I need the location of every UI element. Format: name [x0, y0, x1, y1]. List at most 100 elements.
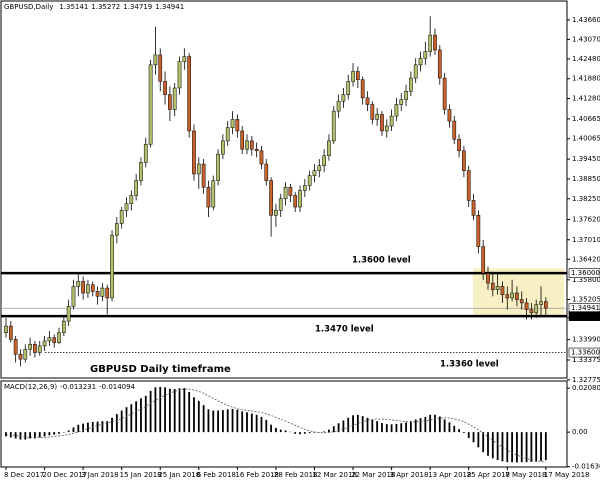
level-label-box	[568, 347, 600, 358]
y-tick-label: 1.36420	[572, 255, 600, 263]
candle	[206, 180, 211, 217]
candle	[293, 192, 298, 212]
x-tick-label: 28 Feb 2018	[274, 471, 318, 479]
candle	[66, 299, 71, 327]
candle	[249, 135, 254, 156]
candle-body	[66, 305, 71, 322]
candle-body	[33, 344, 37, 353]
candle	[13, 336, 18, 363]
candle-body	[481, 246, 486, 274]
candle	[457, 134, 461, 158]
candle	[153, 26, 158, 75]
candle-body	[490, 282, 495, 290]
candle-body	[254, 148, 259, 152]
candle-body	[505, 294, 510, 299]
candle-body	[519, 299, 524, 304]
candle-body	[177, 61, 182, 89]
candle-body	[90, 284, 95, 292]
candle-body	[327, 140, 331, 157]
candle-body	[298, 190, 302, 208]
candle-body	[28, 344, 32, 350]
candle-body	[115, 223, 119, 236]
candle-body	[534, 304, 539, 314]
header-value: GBPUSD,Daily	[4, 3, 53, 11]
candle	[90, 281, 95, 297]
chart-title: GBPUSD,Daily 1.35141 1.35272 1.34719 1.34941	[4, 3, 184, 11]
candle-body	[384, 125, 389, 132]
candle-body	[510, 292, 514, 299]
candle-body	[413, 64, 418, 79]
y-tick-label: 1.38250	[572, 195, 600, 203]
candle	[134, 173, 138, 201]
candle-body	[486, 272, 490, 284]
candle	[510, 279, 514, 302]
header-value: 1.35272	[91, 3, 120, 11]
macd-header-value: -0.013231	[60, 383, 96, 391]
x-tick-label: 3 Jan 2018	[81, 471, 119, 479]
candle-body	[187, 56, 192, 132]
level-label: 1.33600	[571, 349, 600, 357]
candle	[346, 74, 351, 100]
macd-header-value: -0.014094	[99, 383, 135, 391]
candle	[302, 178, 307, 198]
x-tick-label: 16 Feb 2018	[235, 471, 279, 479]
candle-body	[375, 114, 379, 120]
candle	[524, 297, 529, 320]
y-tick-label: -0.016368	[572, 463, 600, 471]
candle-body	[351, 71, 355, 82]
candle	[413, 58, 418, 84]
candle	[389, 109, 394, 131]
candle-body	[13, 339, 18, 355]
candle-body	[158, 54, 163, 82]
candle-body	[442, 77, 447, 110]
candle	[471, 193, 476, 221]
y-tick-label: 1.39450	[572, 155, 600, 163]
candle-body	[182, 56, 187, 62]
candle	[307, 170, 312, 191]
x-tick-label: 15 Jan 2018	[120, 471, 162, 479]
candle	[336, 94, 341, 118]
candle-body	[447, 109, 452, 122]
candle	[298, 185, 302, 212]
annotation: 1.3360 level	[440, 360, 499, 370]
candle-body	[471, 200, 476, 216]
candle-body	[18, 353, 23, 360]
macd-panel	[0, 380, 568, 468]
candle	[139, 157, 143, 186]
candle-body	[143, 143, 148, 163]
candle	[534, 299, 539, 318]
candle	[259, 145, 264, 170]
candle-body	[500, 286, 505, 295]
candle	[182, 48, 187, 70]
level-label: 1.36000	[571, 269, 600, 277]
candle-body	[221, 140, 225, 155]
candle	[129, 190, 134, 211]
candle-body	[293, 195, 298, 208]
candle-body	[124, 203, 129, 211]
level-label-box	[568, 311, 600, 321]
candle-body	[302, 185, 307, 191]
candle-body	[418, 57, 423, 66]
candle-body	[370, 104, 375, 120]
candle-body	[230, 119, 235, 128]
candle	[351, 63, 355, 87]
y-tick-label: 1.35205	[572, 295, 600, 303]
x-tick-label: 20 Dec 2017	[43, 471, 88, 479]
candle-body	[196, 163, 201, 175]
macd-title: MACD(12,26,9) -0.013231 -0.014094	[4, 383, 136, 391]
candle-body	[322, 155, 326, 166]
candle	[423, 41, 428, 65]
candle	[81, 276, 85, 300]
candle	[143, 137, 148, 168]
candle-body	[259, 150, 264, 165]
candle-body	[153, 54, 158, 66]
x-tick-label: 3 Apr 2018	[390, 471, 429, 479]
candle	[177, 56, 182, 95]
x-tick-label: 7 May 2018	[505, 471, 546, 479]
x-tick-label: 6 Feb 2018	[197, 471, 236, 479]
candle	[47, 331, 52, 346]
x-tick-label: 13 Apr 2018	[428, 471, 471, 479]
header-value: 1.34719	[123, 3, 152, 11]
candle-body	[52, 337, 57, 343]
candle	[211, 175, 216, 211]
